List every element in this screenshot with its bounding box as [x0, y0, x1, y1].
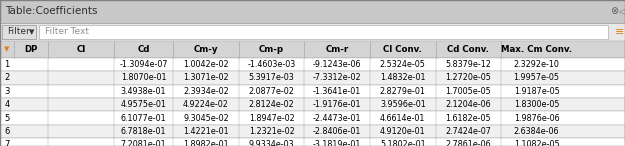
Text: 5.8379e-12: 5.8379e-12	[446, 60, 491, 69]
FancyBboxPatch shape	[0, 138, 625, 146]
Text: 1.1082e-05: 1.1082e-05	[514, 140, 559, 146]
Text: Table:Coefficients: Table:Coefficients	[5, 6, 98, 16]
Text: 2.1204e-06: 2.1204e-06	[446, 100, 491, 109]
Text: DP: DP	[24, 45, 38, 54]
Text: 1.4832e-01: 1.4832e-01	[380, 73, 426, 82]
Text: Cd: Cd	[138, 45, 149, 54]
Text: 1.9876e-06: 1.9876e-06	[514, 114, 559, 123]
Text: 1.2321e-02: 1.2321e-02	[249, 127, 294, 136]
Text: -7.3312e-02: -7.3312e-02	[313, 73, 361, 82]
Text: 1.4221e-01: 1.4221e-01	[183, 127, 229, 136]
Text: 5: 5	[4, 114, 9, 123]
FancyBboxPatch shape	[0, 0, 625, 23]
Text: Cl: Cl	[76, 45, 86, 54]
Text: 1.0042e-02: 1.0042e-02	[183, 60, 229, 69]
FancyBboxPatch shape	[0, 98, 625, 111]
Text: -1.3094e-07: -1.3094e-07	[119, 60, 168, 69]
Text: 1.8070e-01: 1.8070e-01	[121, 73, 166, 82]
Text: Cd Conv.: Cd Conv.	[448, 45, 489, 54]
Text: ⊗: ⊗	[610, 6, 618, 16]
Text: 2.7424e-07: 2.7424e-07	[446, 127, 491, 136]
Text: -1.9176e-01: -1.9176e-01	[313, 100, 361, 109]
Text: Filter: Filter	[8, 27, 30, 36]
FancyBboxPatch shape	[0, 85, 625, 98]
Text: 3.9596e-01: 3.9596e-01	[380, 100, 426, 109]
Text: 1.8300e-05: 1.8300e-05	[514, 100, 559, 109]
Text: 1.3071e-02: 1.3071e-02	[183, 73, 229, 82]
Text: ◁: ◁	[618, 7, 624, 16]
FancyBboxPatch shape	[2, 25, 36, 39]
Text: 4.9575e-01: 4.9575e-01	[121, 100, 166, 109]
FancyBboxPatch shape	[0, 23, 625, 41]
Text: Filter Text: Filter Text	[45, 27, 89, 36]
Text: 2.5324e-05: 2.5324e-05	[380, 60, 426, 69]
Text: 4.9224e-02: 4.9224e-02	[183, 100, 229, 109]
Text: 1.9187e-05: 1.9187e-05	[514, 87, 559, 96]
Text: 4.6614e-01: 4.6614e-01	[380, 114, 426, 123]
Text: Cm-p: Cm-p	[259, 45, 284, 54]
Text: 3: 3	[4, 87, 9, 96]
FancyBboxPatch shape	[0, 58, 625, 71]
Text: ≡: ≡	[615, 27, 625, 37]
Text: 1.8947e-02: 1.8947e-02	[249, 114, 294, 123]
Text: 5.1802e-01: 5.1802e-01	[380, 140, 426, 146]
Text: 6.7818e-01: 6.7818e-01	[121, 127, 166, 136]
Text: 5.3917e-03: 5.3917e-03	[249, 73, 294, 82]
Text: Cl Conv.: Cl Conv.	[383, 45, 423, 54]
Text: 2.7861e-06: 2.7861e-06	[446, 140, 491, 146]
Text: Cm-y: Cm-y	[194, 45, 218, 54]
Text: 6: 6	[4, 127, 9, 136]
Text: 1.8982e-01: 1.8982e-01	[183, 140, 229, 146]
Text: -2.8406e-01: -2.8406e-01	[313, 127, 361, 136]
Text: 7: 7	[4, 140, 9, 146]
Text: -1.4603e-03: -1.4603e-03	[248, 60, 296, 69]
Text: 7.2081e-01: 7.2081e-01	[121, 140, 166, 146]
Text: 1.2720e-05: 1.2720e-05	[446, 73, 491, 82]
Text: 3.4938e-01: 3.4938e-01	[121, 87, 166, 96]
Text: 1.7005e-05: 1.7005e-05	[446, 87, 491, 96]
Text: Cm-r: Cm-r	[326, 45, 349, 54]
Text: 2.0877e-02: 2.0877e-02	[249, 87, 294, 96]
FancyBboxPatch shape	[0, 41, 625, 58]
FancyBboxPatch shape	[0, 71, 625, 85]
Text: 6.1077e-01: 6.1077e-01	[121, 114, 166, 123]
Text: 2.6384e-06: 2.6384e-06	[514, 127, 559, 136]
Text: -1.3641e-01: -1.3641e-01	[313, 87, 361, 96]
Text: 2.8124e-02: 2.8124e-02	[249, 100, 294, 109]
Text: 9.3045e-02: 9.3045e-02	[183, 114, 229, 123]
Text: 2.3934e-02: 2.3934e-02	[183, 87, 229, 96]
FancyBboxPatch shape	[39, 25, 608, 39]
Text: ▼: ▼	[4, 46, 9, 52]
Text: 1: 1	[4, 60, 9, 69]
Text: 1.9957e-05: 1.9957e-05	[514, 73, 559, 82]
Text: 2.3292e-10: 2.3292e-10	[514, 60, 559, 69]
Text: -2.4473e-01: -2.4473e-01	[313, 114, 361, 123]
Text: ▼: ▼	[29, 29, 34, 35]
FancyBboxPatch shape	[0, 111, 625, 125]
Text: 2.8279e-01: 2.8279e-01	[380, 87, 426, 96]
FancyBboxPatch shape	[0, 125, 625, 138]
Text: 1.6182e-05: 1.6182e-05	[446, 114, 491, 123]
Text: 4.9120e-01: 4.9120e-01	[380, 127, 426, 136]
Text: -3.1819e-01: -3.1819e-01	[313, 140, 361, 146]
Text: 2: 2	[4, 73, 9, 82]
Text: 9.9334e-03: 9.9334e-03	[249, 140, 294, 146]
Text: Max. Cm Conv.: Max. Cm Conv.	[501, 45, 572, 54]
Text: -9.1243e-06: -9.1243e-06	[313, 60, 361, 69]
Text: 4: 4	[4, 100, 9, 109]
